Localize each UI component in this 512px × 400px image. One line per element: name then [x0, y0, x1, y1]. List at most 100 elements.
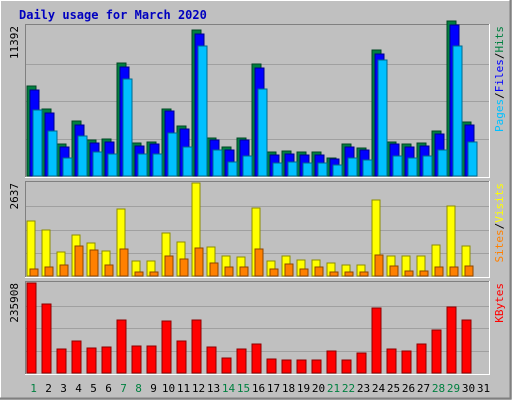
- bar-pages-day-1: [32, 109, 43, 177]
- bar-kbytes-day-19: [296, 359, 307, 374]
- bar-sites-day-7: [119, 248, 129, 277]
- bar-pages-day-30: [467, 141, 478, 177]
- x-tick-label-day-22: 22: [342, 382, 355, 395]
- x-tick-label-day-3: 3: [60, 382, 67, 395]
- bar-pages-day-21: [332, 164, 343, 177]
- bar-kbytes-day-4: [71, 340, 82, 374]
- x-tick-label-day-31: 31: [477, 382, 490, 395]
- bar-sites-day-8: [134, 271, 144, 277]
- bar-sites-day-21: [329, 271, 339, 277]
- bar-sites-day-30: [464, 265, 474, 277]
- bar-pages-day-10: [167, 132, 178, 177]
- bar-sites-day-13: [209, 262, 219, 277]
- panel-max-label: 2637: [8, 183, 21, 210]
- x-tick-label-day-4: 4: [75, 382, 82, 395]
- bar-kbytes-day-6: [101, 346, 112, 374]
- panel-legend: KBytes: [493, 283, 506, 323]
- bar-pages-day-4: [77, 135, 88, 177]
- x-tick-label-day-15: 15: [237, 382, 250, 395]
- bar-visits-day-29: [446, 205, 456, 277]
- bar-pages-day-20: [317, 162, 328, 177]
- panel-legend: Pages/Files/Hits: [493, 26, 506, 132]
- panel-max-label: 235908: [8, 283, 21, 323]
- bar-sites-day-11: [179, 258, 189, 277]
- bar-sites-day-5: [89, 249, 99, 277]
- bar-kbytes-day-7: [116, 319, 127, 374]
- bar-sites-day-26: [404, 270, 414, 277]
- bar-pages-day-22: [347, 157, 358, 177]
- bar-kbytes-day-2: [41, 303, 52, 374]
- x-axis-tick-labels: 1 2 3 4 5 6 7 8 9 10 11 12 13 14 15 16 17 18 19 20 21 22 23 24 2…: [30, 382, 490, 395]
- x-tick-label-day-1: 1: [30, 382, 37, 395]
- bar-kbytes-day-30: [461, 319, 472, 374]
- x-tick-label-day-12: 12: [192, 382, 205, 395]
- bar-pages-day-14: [227, 161, 238, 177]
- bar-kbytes-day-3: [56, 348, 67, 374]
- bar-sites-day-3: [59, 264, 69, 277]
- bar-kbytes-day-23: [356, 352, 367, 374]
- x-tick-label-day-23: 23: [357, 382, 370, 395]
- bar-pages-day-13: [212, 149, 223, 177]
- bar-kbytes-day-9: [146, 345, 157, 374]
- bar-sites-day-18: [284, 263, 294, 277]
- legend-visits: Visits: [493, 183, 506, 223]
- bar-sites-day-15: [239, 266, 249, 277]
- bar-pages-day-15: [242, 155, 253, 177]
- bar-sites-day-2: [44, 266, 54, 277]
- series-kbytes: [26, 282, 472, 374]
- bar-kbytes-day-28: [431, 329, 442, 374]
- panel-max-label: 11392: [8, 26, 21, 59]
- bar-sites-day-6: [104, 264, 114, 277]
- x-tick-label-day-20: 20: [312, 382, 325, 395]
- bar-pages-day-24: [377, 59, 388, 177]
- bar-kbytes-day-17: [266, 358, 277, 374]
- bar-pages-day-17: [272, 162, 283, 177]
- bar-kbytes-day-24: [371, 307, 382, 374]
- bar-kbytes-day-15: [236, 348, 247, 374]
- legend-files: Files: [493, 59, 506, 92]
- bar-pages-day-5: [92, 151, 103, 177]
- x-tick-label-day-21: 21: [327, 382, 340, 395]
- bar-pages-day-18: [287, 161, 298, 177]
- panel-legend: Sites/Visits: [493, 183, 506, 263]
- bar-pages-day-19: [302, 162, 313, 177]
- bar-kbytes-day-27: [416, 343, 427, 374]
- x-tick-label-day-28: 28: [432, 382, 445, 395]
- legend-separator: /: [493, 92, 506, 99]
- x-tick-label-day-7: 7: [120, 382, 127, 395]
- bar-pages-day-11: [182, 146, 193, 177]
- bar-pages-day-16: [257, 88, 268, 177]
- bar-kbytes-day-29: [446, 306, 457, 374]
- bar-sites-day-4: [74, 245, 84, 277]
- bar-kbytes-day-18: [281, 359, 292, 374]
- bar-kbytes-day-14: [221, 357, 232, 374]
- x-tick-label-day-6: 6: [105, 382, 112, 395]
- bar-sites-day-20: [314, 266, 324, 277]
- panel-2: 2637 Sites/Visits: [8, 181, 506, 278]
- bar-kbytes-day-8: [131, 345, 142, 374]
- bar-kbytes-day-26: [401, 350, 412, 374]
- bar-pages-day-27: [422, 155, 433, 177]
- bar-pages-day-3: [62, 157, 73, 177]
- bar-sites-day-14: [224, 266, 234, 277]
- bar-sites-day-25: [389, 265, 399, 277]
- bar-sites-day-28: [434, 266, 444, 277]
- x-tick-label-day-19: 19: [297, 382, 310, 395]
- bar-kbytes-day-10: [161, 320, 172, 374]
- bar-sites-day-22: [344, 271, 354, 277]
- bar-sites-day-9: [149, 271, 159, 277]
- x-tick-label-day-25: 25: [387, 382, 400, 395]
- series-pages: [32, 45, 478, 177]
- x-tick-label-day-24: 24: [372, 382, 386, 395]
- bar-pages-day-29: [452, 45, 463, 177]
- x-tick-label-day-16: 16: [252, 382, 265, 395]
- legend-sites: Sites: [493, 229, 506, 262]
- panel-3: 235908 KBytes: [8, 281, 506, 375]
- bar-pages-day-12: [197, 45, 208, 177]
- x-tick-label-day-5: 5: [90, 382, 97, 395]
- x-tick-label-day-9: 9: [150, 382, 157, 395]
- bar-pages-day-6: [107, 153, 118, 177]
- bar-kbytes-day-5: [86, 347, 97, 374]
- x-tick-label-day-30: 30: [462, 382, 475, 395]
- bar-kbytes-day-12: [191, 319, 202, 374]
